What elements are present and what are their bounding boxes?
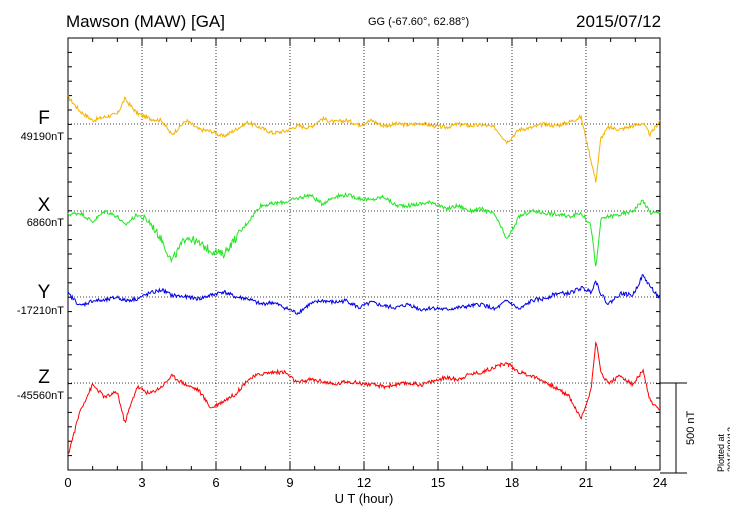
- chart-title: Mawson (MAW) [GA]: [66, 12, 225, 31]
- x-axis-label: U T (hour): [335, 491, 394, 506]
- x-tick-label: 3: [138, 475, 145, 490]
- baseline-label-y: -17210nT: [16, 305, 64, 317]
- chart-date: 2015/07/12: [576, 12, 662, 31]
- x-tick-label: 6: [212, 475, 219, 490]
- x-tick-label: 0: [64, 475, 71, 490]
- x-tick-label: 24: [653, 475, 667, 490]
- series-label-y: Y: [37, 282, 51, 303]
- x-tick-label: 12: [357, 475, 371, 490]
- x-tick-label: 18: [505, 475, 519, 490]
- x-tick-label: 15: [431, 475, 445, 490]
- plotted-timestamp: Plotted at 2015/08/12 02:08 UT: [716, 426, 730, 472]
- x-tick-label: 9: [286, 475, 293, 490]
- series-label-f: F: [38, 108, 50, 129]
- baseline-label-x: 6860nT: [26, 217, 64, 229]
- baseline-label-z: -45560nT: [16, 390, 64, 402]
- series-line-z: [68, 340, 661, 454]
- x-tick-label: 21: [579, 475, 593, 490]
- series-line-f: [67, 95, 661, 183]
- scale-bar-label: 500 nT: [685, 410, 697, 445]
- station-coordinates: GG (-67.60°, 62.88°): [368, 16, 470, 28]
- series-label-x: X: [37, 195, 51, 216]
- series-label-z: Z: [38, 367, 50, 388]
- series-line-x: [67, 191, 661, 267]
- baseline-label-f: 49190nT: [20, 131, 64, 143]
- series-line-y: [67, 274, 661, 315]
